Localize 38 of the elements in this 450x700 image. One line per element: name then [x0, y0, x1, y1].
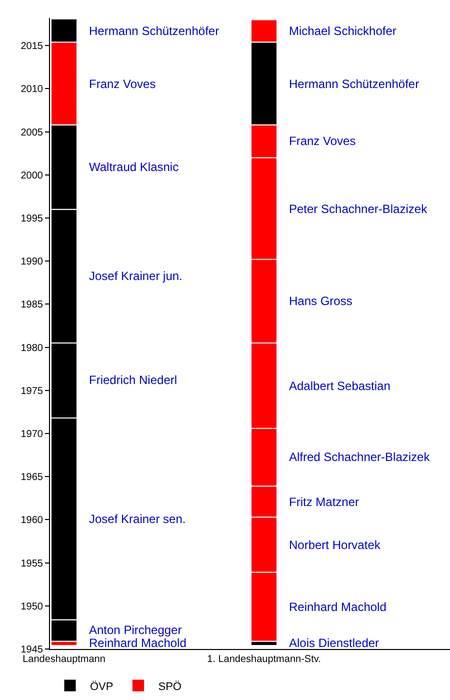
series-label: Alois Dienstleder [289, 636, 380, 650]
legend-label: SPÖ [158, 680, 182, 693]
series-label: Franz Voves [89, 77, 156, 91]
series-label: Hermann Schützenhöfer [89, 24, 220, 38]
y-tick-label: 2005 [20, 127, 44, 138]
series-label: Waltraud Klasnic [89, 160, 179, 174]
series-label: Anton Pirchegger [89, 623, 182, 637]
series-label: Reinhard Machold [89, 636, 186, 650]
x-tick-label: 1. Landeshauptmann-Stv. [207, 654, 321, 665]
y-tick-label: 1980 [20, 342, 44, 354]
series-label: Friedrich Niederl [89, 373, 178, 387]
series-label: Michael Schickhofer [289, 24, 396, 38]
legend-label: ÖVP [90, 680, 114, 693]
y-tick-label: 2010 [20, 84, 44, 96]
y-tick-label: 1990 [20, 256, 44, 268]
series-label: Alfred Schachner-Blazizek [289, 450, 431, 464]
series-label: Norbert Horvatek [289, 538, 382, 552]
y-tick-label: 1945 [20, 644, 44, 656]
x-tick-label: Landeshauptmann [22, 654, 106, 665]
series-label: Fritz Matzner [289, 495, 360, 509]
y-tick-label: 1970 [20, 428, 44, 440]
series-label: Peter Schachner-Blazizek [289, 202, 428, 216]
series-label: Josef Krainer sen. [89, 512, 186, 526]
series-label: Hans Gross [289, 294, 352, 308]
series-label: Hermann Schützenhöfer [289, 77, 420, 91]
series-label: Franz Voves [289, 134, 356, 148]
series-label: Reinhard Machold [289, 600, 386, 614]
y-tick-label: 1995 [20, 213, 44, 224]
y-tick-label: 1955 [20, 558, 44, 570]
y-tick-label: 1985 [20, 300, 44, 311]
y-tick-label: 2015 [20, 41, 44, 52]
y-tick-label: 1960 [20, 515, 44, 526]
series-label: Adalbert Sebastian [289, 379, 390, 393]
y-tick-label: 1950 [20, 601, 44, 612]
y-tick-label: 2000 [20, 170, 44, 182]
y-tick-label: 1965 [20, 472, 44, 484]
series-label: Josef Krainer jun. [89, 269, 182, 283]
y-tick-label: 1975 [20, 386, 44, 397]
